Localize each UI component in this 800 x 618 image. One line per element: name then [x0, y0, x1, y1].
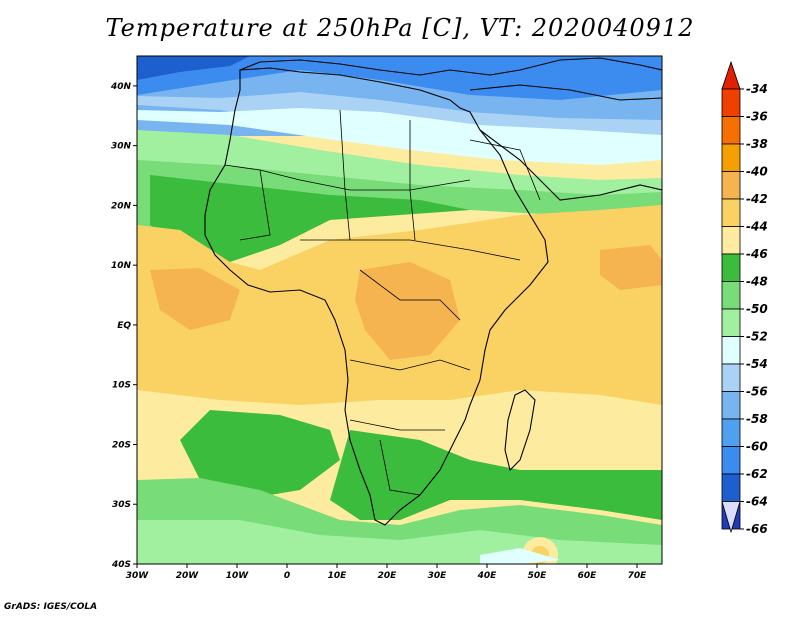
colorbar-label: -64 — [746, 495, 768, 509]
madagascar-outline — [504, 389, 536, 472]
lon-label: 50E — [528, 571, 548, 581]
grads-credit: GrADS: IGES/COLA — [4, 602, 98, 612]
colorbar-swatch — [721, 418, 741, 447]
lon-label: 60E — [578, 571, 598, 581]
colorbar-label: -60 — [746, 440, 768, 454]
lon-label: 70E — [628, 571, 648, 581]
country-borders — [224, 109, 541, 496]
colorbar-swatch — [721, 116, 741, 145]
temperature-field — [137, 56, 662, 564]
southern-green-patch-west — [180, 410, 340, 500]
colorbar-label: -62 — [746, 467, 768, 481]
arabia-coast — [479, 129, 662, 201]
colorbar-label: -48 — [746, 275, 768, 289]
colorbar-swatch — [721, 281, 741, 310]
lon-label: 30W — [126, 571, 150, 581]
southern-green-band — [330, 430, 662, 520]
colorbar-label: -52 — [746, 330, 768, 344]
colorbar-label: -34 — [746, 82, 768, 96]
colorbar-swatch — [721, 143, 741, 172]
lat-label: 30N — [111, 142, 132, 152]
colorbar-swatch — [721, 446, 741, 475]
plot-frame — [136, 55, 663, 565]
colorbar-label: -42 — [746, 192, 768, 206]
lon-label: 40E — [477, 571, 498, 581]
colorbar-swatch — [721, 253, 741, 282]
colorbar-swatch — [721, 171, 741, 200]
colorbar-label: -36 — [746, 110, 768, 124]
colorbar-top-arrow — [721, 60, 741, 90]
lat-label: 20N — [111, 201, 132, 211]
latitude-axis: 40N 30N 20N 10N EQ 10S 20S 30S 40S — [110, 82, 137, 570]
colorbar-swatch — [721, 473, 741, 502]
colorbar-label: -44 — [746, 220, 768, 234]
europe-coast — [239, 57, 662, 76]
lon-label: 10E — [328, 571, 348, 581]
lat-label: EQ — [117, 321, 131, 331]
colorbar-label: -38 — [746, 137, 768, 151]
lat-label: 40N — [110, 82, 132, 92]
colorbar-swatch — [721, 88, 741, 117]
colorbar-label: -40 — [746, 165, 768, 179]
colorbar-label: -50 — [746, 302, 768, 316]
lat-label: 10S — [112, 381, 131, 391]
warm-core-west — [150, 268, 240, 330]
colorbar-label: -66 — [746, 522, 768, 536]
lon-label: 30E — [428, 571, 448, 581]
colorbar-label: -58 — [746, 412, 768, 426]
lat-label: 40S — [111, 560, 131, 570]
colorbar-swatch — [721, 226, 741, 255]
lat-label: 30S — [112, 500, 131, 510]
colorbar-swatch — [721, 363, 741, 392]
colorbar-label: -54 — [746, 357, 768, 371]
lon-label: 0 — [284, 571, 290, 581]
warm-core-central — [355, 262, 460, 360]
lat-label: 10N — [111, 261, 132, 271]
colorbar-swatch — [721, 391, 741, 420]
colorbar-label: -56 — [746, 385, 768, 399]
middle-east-coast — [469, 84, 662, 101]
colorbar-bottom-arrow — [721, 501, 741, 534]
colorbar: -34 -36 -38 -40 -42 -44 -46 -48 -50 -52 -54 -56 -58 -… — [721, 60, 768, 536]
colorbar-label: -46 — [746, 247, 768, 261]
lon-label: 20W — [176, 571, 200, 581]
lat-label: 20S — [112, 440, 131, 450]
lon-label: 20E — [378, 571, 398, 581]
map-title: Temperature at 250hPa [C], VT: 202004091… — [105, 14, 695, 42]
longitude-axis: 30W 20W 10W 0 10E 20E 30E 40E 50E 60E 70E — [126, 564, 647, 581]
colorbar-swatch — [721, 308, 741, 337]
lon-label: 10W — [226, 571, 250, 581]
colorbar-swatch — [721, 198, 741, 227]
colorbar-swatch — [721, 336, 741, 365]
